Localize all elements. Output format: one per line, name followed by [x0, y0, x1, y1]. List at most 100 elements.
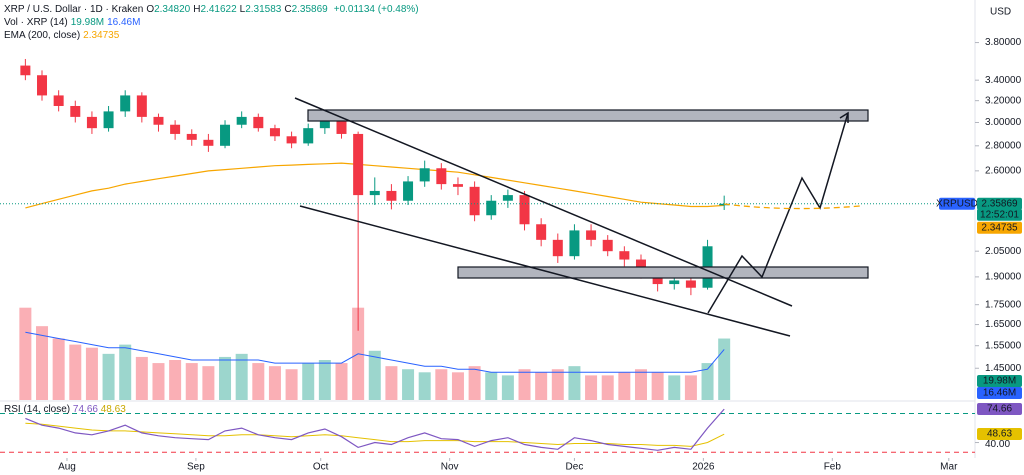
candle-body — [236, 116, 247, 125]
symbol-tag-bg — [939, 197, 975, 210]
rsi-line — [25, 408, 725, 451]
volume-bar — [585, 375, 598, 400]
countdown-tag: 12:52:01 — [980, 209, 1019, 220]
volume-bar — [684, 375, 697, 400]
rsi-ma-tag-bg — [977, 428, 1022, 440]
candle-body — [86, 116, 97, 129]
volume-name: Vol · XRP (14) — [4, 17, 68, 28]
candle-body — [20, 65, 31, 76]
ema-projection — [723, 203, 861, 210]
drawings — [294, 97, 869, 337]
candle-body — [669, 280, 680, 285]
volume-ma-tag-bg — [977, 387, 1022, 399]
quote: O2.34820 H2.41622 L2.31583 C2.35869 — [146, 4, 330, 15]
volume-bar — [701, 363, 714, 400]
volume-bar — [335, 363, 348, 400]
ema-line — [25, 162, 725, 209]
symbol-title: XRP / U.S. Dollar · 1D · Kraken — [4, 4, 144, 15]
candle-body — [436, 168, 447, 185]
candle-body — [685, 280, 696, 288]
countdown-tag-bg — [977, 208, 1022, 221]
candle-body — [136, 95, 147, 117]
quote-label: C — [284, 4, 292, 15]
x-tick-label: Oct — [313, 462, 329, 473]
candle-body — [203, 139, 214, 146]
y-tick-label: 1.45000 — [985, 363, 1022, 374]
rsi-ma-value: 48.63 — [100, 404, 126, 415]
ema-tag: 2.34735 — [981, 222, 1018, 233]
volume-tag-bg — [977, 375, 1022, 387]
volume-bar — [518, 369, 531, 400]
quote-value: 2.31583 — [245, 4, 282, 15]
rsi-tag: 74.66 — [987, 404, 1012, 415]
volume-bar — [368, 350, 381, 400]
x-tick-label: Nov — [441, 462, 459, 473]
rsi-ma-line — [25, 422, 725, 447]
candle-body — [37, 75, 48, 96]
currency-label: USD — [990, 7, 1011, 18]
rsi-legend: RSI (14, close) 74.66 48.63 — [4, 404, 126, 415]
legend-row: XRP / U.S. Dollar · 1D · Kraken O2.34820 H… — [4, 3, 422, 16]
volume-bar — [219, 356, 232, 400]
x-tick-label: Aug — [58, 462, 76, 473]
volume-bar — [52, 338, 65, 400]
candle-body — [103, 111, 114, 129]
plot — [0, 42, 979, 461]
volume-bar — [285, 369, 298, 400]
candle-body — [502, 195, 513, 201]
arrow-head — [839, 111, 849, 123]
candle-body — [70, 105, 81, 117]
legend-row: EMA (200, close) 2.34735 — [4, 29, 422, 42]
volume-bar — [601, 375, 614, 400]
candle-body — [336, 120, 347, 134]
volume-bar — [318, 360, 331, 400]
x-tick-label: Mar — [940, 462, 958, 473]
support-zone — [457, 266, 869, 279]
change: +0.01134 (+0.48%) — [333, 4, 419, 15]
volume-ma-value: 16.46M — [107, 17, 141, 28]
volume-bar — [651, 372, 664, 400]
volume-bar — [185, 363, 198, 400]
quote-label: H — [193, 4, 201, 15]
volume-bar — [302, 363, 315, 400]
volume-bar — [568, 366, 581, 400]
candle-body — [369, 190, 380, 196]
volume-bar — [135, 356, 148, 400]
candle-body — [319, 120, 330, 129]
volume-bar — [36, 326, 49, 400]
trendline-lower — [299, 205, 791, 337]
symbol-tag: XRPUSD — [936, 198, 978, 209]
y-tick-label: 3.40000 — [985, 75, 1022, 86]
volume-bar — [235, 353, 248, 400]
quote-label: O — [146, 4, 155, 15]
x-tick-label: Dec — [566, 462, 584, 473]
price-tag-bg — [977, 197, 1022, 210]
volume-bar — [268, 366, 281, 400]
y-tick-label: 2.60000 — [985, 165, 1022, 176]
volume-bar — [451, 372, 464, 400]
volume-ma-line — [25, 331, 725, 373]
volume-bar — [202, 366, 215, 400]
x-tick-label: 2026 — [692, 462, 715, 473]
volume-bar — [501, 375, 514, 400]
candle-body — [53, 95, 64, 106]
candle-body — [386, 190, 397, 201]
candle-body — [536, 224, 547, 240]
y-tick-label: 1.65000 — [985, 319, 1022, 330]
volume-bar — [102, 353, 115, 400]
volume-ma-tag: 16.46M — [983, 388, 1016, 399]
y-tick-label: 3.20000 — [985, 95, 1022, 106]
volume-bar — [85, 347, 98, 400]
quote-label: L — [239, 4, 246, 15]
candle-body — [486, 200, 497, 216]
volume-bar — [634, 369, 647, 400]
candle-body — [652, 273, 663, 285]
candle-body — [469, 186, 480, 216]
ema-tag-bg — [977, 221, 1022, 234]
candle-body — [419, 168, 430, 182]
candle-body — [586, 230, 597, 240]
volume-tag: 19.98M — [983, 376, 1016, 387]
